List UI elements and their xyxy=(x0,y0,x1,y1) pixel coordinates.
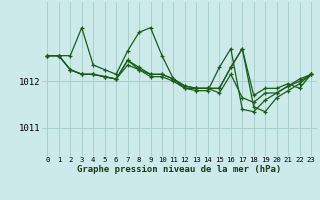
X-axis label: Graphe pression niveau de la mer (hPa): Graphe pression niveau de la mer (hPa) xyxy=(77,165,281,174)
